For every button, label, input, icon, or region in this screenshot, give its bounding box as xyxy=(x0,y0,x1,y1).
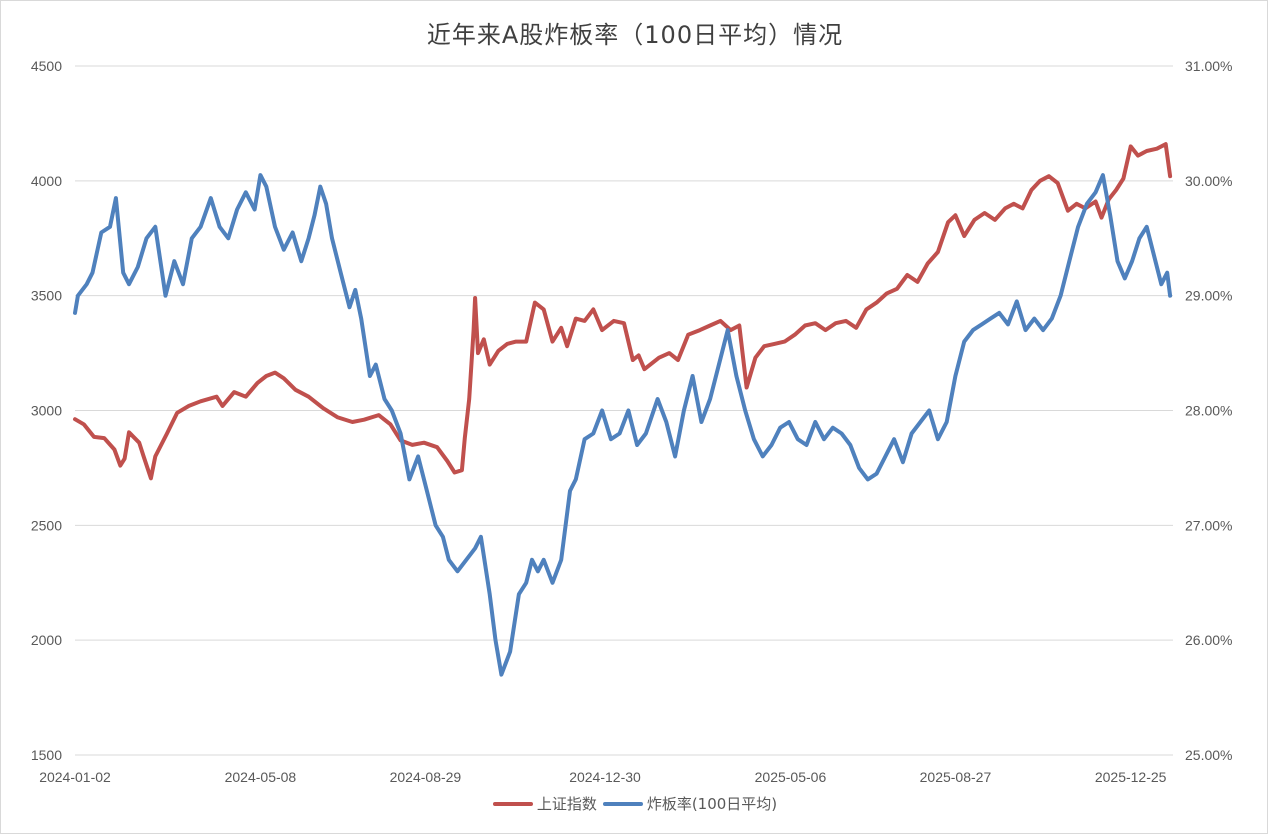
left-tick-label: 2000 xyxy=(31,632,62,648)
left-tick-label: 2500 xyxy=(31,517,62,533)
right-tick-label: 29.00% xyxy=(1185,288,1232,304)
right-tick-label: 31.00% xyxy=(1185,58,1232,74)
left-tick-label: 4000 xyxy=(31,173,62,189)
right-tick-label: 25.00% xyxy=(1185,747,1232,763)
x-tick-label: 2024-01-02 xyxy=(39,769,111,785)
x-tick-label: 2024-12-30 xyxy=(569,769,641,785)
legend-label: 炸板率(100日平均) xyxy=(646,795,778,813)
gridlines xyxy=(75,65,1173,756)
left-tick-label: 3000 xyxy=(31,403,62,419)
series-line-limit-break-rate xyxy=(73,173,1173,677)
right-tick-label: 27.00% xyxy=(1185,517,1232,533)
left-tick-label: 3500 xyxy=(31,288,62,304)
x-tick-label: 2024-08-29 xyxy=(390,769,462,785)
right-tick-label: 26.00% xyxy=(1185,632,1232,648)
right-tick-label: 30.00% xyxy=(1185,173,1232,189)
left-tick-label: 4500 xyxy=(31,58,62,74)
left-tick-label: 1500 xyxy=(31,747,62,763)
legend-item-shanghai-index[interactable]: 上证指数 xyxy=(492,793,597,814)
legend-label: 上证指数 xyxy=(536,795,597,813)
left-axis-ticks: 1500 2000 2500 3000 3500 4000 4500 xyxy=(31,58,62,763)
legend: 上证指数 炸板率(100日平均) xyxy=(1,793,1267,814)
x-axis-ticks: 2024-01-02 2024-05-08 2024-08-29 2024-12-30… xyxy=(39,769,1166,785)
x-tick-label: 2024-05-08 xyxy=(225,769,297,785)
series-line-shanghai-index xyxy=(73,142,1173,481)
right-axis-ticks: 25.00% 26.00% 27.00% 28.00% 29.00% 30.00% 31.0… xyxy=(1185,58,1232,763)
legend-swatch-red xyxy=(492,801,533,806)
right-tick-label: 28.00% xyxy=(1185,403,1232,419)
legend-item-limit-break-rate[interactable]: 炸板率(100日平均) xyxy=(602,793,778,814)
x-tick-label: 2025-12-25 xyxy=(1095,769,1167,785)
x-tick-label: 2025-05-06 xyxy=(755,769,827,785)
series-lines xyxy=(73,142,1173,677)
chart-title: 近年来A股炸板率（100日平均）情况 xyxy=(426,21,844,49)
x-tick-label: 2025-08-27 xyxy=(920,769,992,785)
legend-swatch-blue xyxy=(602,801,643,806)
